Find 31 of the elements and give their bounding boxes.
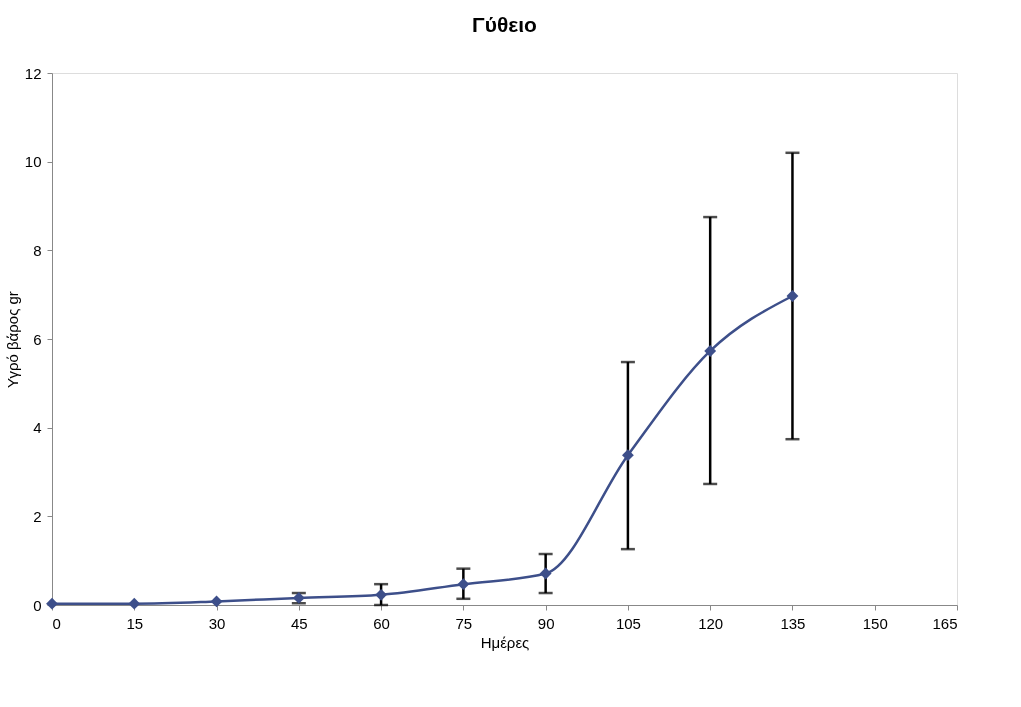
point	[704, 345, 717, 357]
y-tick-label: 0	[33, 596, 42, 614]
x-tick-label: 0	[52, 614, 61, 632]
y-tick-label: 6	[33, 330, 42, 348]
point	[539, 567, 552, 580]
y-tick-label: 12	[24, 64, 42, 82]
x-tick-label: 30	[208, 614, 226, 632]
x-tick-label: 45	[290, 614, 308, 632]
chart-title: Γύθειο	[472, 13, 537, 36]
y-tick-label: 10	[24, 153, 42, 171]
y-tick-label: 2	[33, 507, 42, 525]
point	[621, 449, 634, 462]
y-tick-label: 4	[33, 419, 42, 437]
point	[128, 597, 141, 610]
point	[210, 595, 223, 608]
x-tick-label: 135	[780, 614, 806, 632]
x-tick-label: 60	[373, 614, 390, 632]
point	[375, 588, 388, 601]
x-tick-label: 120	[698, 614, 724, 632]
point	[457, 578, 470, 591]
x-tick-label: 75	[455, 614, 473, 632]
x-tick-label: 150	[862, 614, 888, 632]
y-axis-title: Υγρό βάρος gr	[3, 291, 21, 388]
point	[786, 290, 799, 302]
x-tick-label: 105	[615, 614, 641, 632]
x-tick-label: 15	[126, 614, 144, 632]
point	[46, 597, 58, 610]
x-tick-label: 90	[537, 614, 555, 632]
x-tick-label: 165	[932, 614, 958, 632]
x-axis-title: Ημέρες	[480, 633, 530, 651]
y-tick-label: 8	[33, 241, 42, 259]
